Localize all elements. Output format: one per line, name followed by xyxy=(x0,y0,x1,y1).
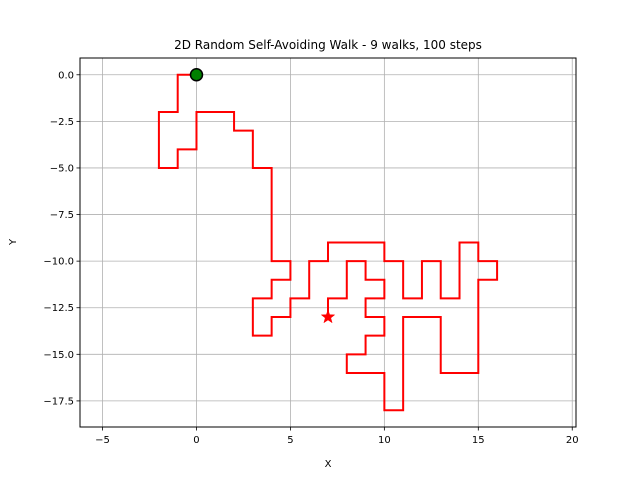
plot-frame xyxy=(79,57,577,428)
y-tick-label: −5.0 xyxy=(50,163,74,174)
x-axis-ticks: −5 0 5 10 15 20 xyxy=(95,427,579,446)
end-point-marker xyxy=(320,309,336,324)
walk-series xyxy=(157,73,499,412)
y-tick-label: −10.0 xyxy=(43,257,74,268)
x-tick-label: 15 xyxy=(472,435,485,446)
y-tick-label: −17.5 xyxy=(43,396,74,407)
y-axis-label: Y xyxy=(8,238,19,246)
y-tick-label: 0.0 xyxy=(58,70,74,81)
x-tick-label: 5 xyxy=(287,435,293,446)
x-tick-label: 20 xyxy=(566,435,579,446)
chart-title: 2D Random Self-Avoiding Walk - 9 walks, … xyxy=(174,38,482,52)
y-tick-label: −2.5 xyxy=(50,117,74,128)
x-tick-label: 10 xyxy=(378,435,391,446)
start-point-marker xyxy=(189,68,204,82)
walk-markers xyxy=(189,68,336,324)
y-tick-label: −15.0 xyxy=(43,350,74,361)
y-tick-label: −7.5 xyxy=(50,210,74,221)
x-tick-label: −5 xyxy=(95,435,110,446)
y-axis-ticks: 0.0 −2.5 −5.0 −7.5 −10.0 −12.5 −15.0 −17.5 xyxy=(43,70,80,407)
y-tick-label: −12.5 xyxy=(43,303,74,314)
x-tick-label: 0 xyxy=(193,435,199,446)
x-axis-label: X xyxy=(325,459,332,470)
walk-path-line xyxy=(157,73,499,412)
